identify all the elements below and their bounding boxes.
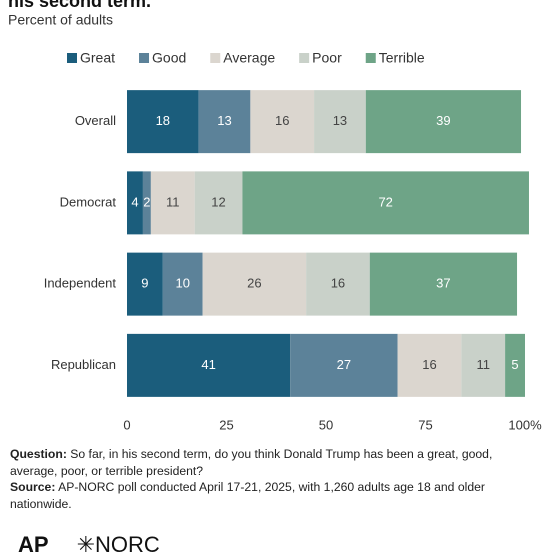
bar-segment (314, 90, 366, 154)
y-tick-label: Independent (44, 276, 117, 291)
bar-segment (202, 252, 307, 316)
bar-segment (198, 90, 251, 154)
legend-swatch (67, 53, 77, 63)
bar-segment (150, 171, 195, 235)
bar-segment (242, 171, 529, 235)
bar-segment (461, 333, 506, 397)
value-label: 41 (201, 357, 215, 372)
logo-norc: ✳NORC (76, 532, 160, 557)
value-label: 5 (511, 357, 518, 372)
value-label: 2 (143, 194, 150, 209)
legend-swatch (210, 53, 221, 63)
value-label: 16 (422, 357, 436, 372)
legend-label: Terrible (379, 50, 425, 66)
value-label: 37 (436, 276, 450, 291)
value-label: 16 (275, 113, 289, 128)
value-label: 11 (166, 194, 180, 209)
value-label: 10 (175, 276, 189, 291)
value-label: 13 (333, 113, 347, 128)
x-tick-label: 50 (319, 417, 333, 432)
legend-swatch (365, 53, 376, 63)
logos: AP ✳NORC (18, 532, 160, 558)
value-label: 27 (337, 357, 351, 372)
x-tick-label: 0 (123, 417, 130, 432)
bar-segment (127, 252, 163, 316)
value-label: 72 (378, 194, 392, 209)
source: Source: AP-NORC poll conducted April 17-… (10, 479, 525, 512)
legend-swatch (139, 53, 150, 63)
bar-segment (127, 90, 199, 154)
bar-segment (397, 333, 462, 397)
y-tick-label: Overall (75, 113, 116, 128)
value-label: 39 (436, 113, 450, 128)
value-label: 4 (131, 194, 138, 209)
bar-segment (369, 252, 518, 316)
x-tick-label: 75 (418, 417, 432, 432)
value-label: 26 (247, 276, 261, 291)
legend-label: Great (80, 50, 115, 66)
value-label: 18 (156, 113, 170, 128)
chart-title: his second term. (8, 0, 151, 11)
chart-subtitle: Percent of adults (8, 12, 113, 28)
value-label: 16 (331, 276, 345, 291)
question: Question: So far, in his second term, do… (10, 446, 525, 479)
legend-label: Good (152, 50, 186, 66)
bar-segment (505, 333, 525, 397)
legend-label: Poor (312, 50, 342, 66)
y-tick-label: Republican (51, 357, 116, 372)
bar-segment (142, 171, 151, 235)
value-label: 9 (141, 276, 148, 291)
x-tick-label: 100% (508, 417, 542, 432)
bar-segment (365, 90, 522, 154)
value-label: 13 (217, 113, 231, 128)
legend-label: Average (223, 50, 275, 66)
bar-segment (290, 333, 398, 397)
bar-segment (250, 90, 315, 154)
question-label: Question: (10, 447, 67, 461)
value-label: 12 (211, 194, 225, 209)
chart: his second term. Percent of adults 0 25 50… (8, 0, 542, 432)
legend-swatch (299, 53, 310, 63)
bar-segment (127, 171, 143, 235)
source-text: AP-NORC poll conducted April 17-21, 2025… (10, 480, 485, 511)
question-text: So far, in his second term, do you think… (10, 447, 493, 478)
bar-segment (162, 252, 203, 316)
logo-ap: AP (18, 532, 49, 557)
source-label: Source: (10, 480, 56, 494)
value-label: 11 (476, 357, 490, 372)
bar-segment (194, 171, 243, 235)
bar-segment (306, 252, 370, 316)
notes: Question: So far, in his second term, do… (10, 446, 525, 512)
bar-segment (127, 333, 291, 397)
y-tick-label: Democrat (60, 194, 117, 209)
x-tick-label: 25 (219, 417, 233, 432)
